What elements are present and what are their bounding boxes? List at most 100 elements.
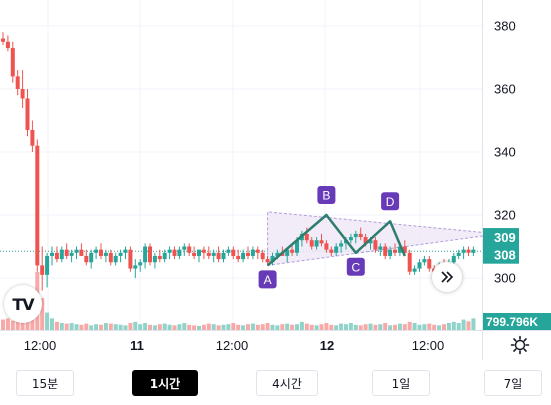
- candle-body: [35, 145, 40, 266]
- x-tick-label: 11: [130, 338, 144, 353]
- candle-body: [172, 249, 177, 256]
- volume-bar: [309, 324, 314, 330]
- volume-bar: [412, 323, 417, 330]
- volume-bar: [446, 323, 451, 330]
- candle-body: [69, 252, 74, 256]
- candle-body: [290, 249, 295, 253]
- volume-bar: [20, 318, 25, 330]
- price-badge-1: 308: [494, 248, 516, 263]
- timeframe-1h-button[interactable]: 1시간: [132, 370, 198, 396]
- candle-body: [353, 233, 358, 238]
- pattern-label-b: B: [322, 189, 330, 203]
- candle-body: [226, 249, 231, 253]
- volume-bar: [1, 319, 5, 330]
- chart-settings-button[interactable]: [506, 331, 534, 359]
- candle-body: [20, 89, 25, 99]
- volume-bar: [162, 323, 167, 330]
- candle-body: [407, 252, 412, 272]
- price-chart[interactable]: A B C D 380 360 340 320 300 309 308 799.796K 12:00 11…: [0, 0, 551, 360]
- volume-bar: [15, 317, 20, 330]
- candle-body: [79, 249, 84, 256]
- volume-bar: [280, 324, 285, 330]
- candle-body: [348, 237, 353, 241]
- candle-body: [201, 249, 206, 253]
- logo-text: TV: [12, 294, 34, 314]
- price-badge-0: 309: [494, 230, 516, 245]
- volume-bar: [388, 325, 393, 330]
- volume-bar: [177, 324, 182, 330]
- abcd-pattern-line[interactable]: [266, 213, 406, 267]
- volume-bar: [265, 323, 270, 330]
- volume-bar: [246, 324, 250, 330]
- candle-body: [397, 246, 402, 253]
- x-tick-label: 12:00: [216, 338, 249, 353]
- pattern-label-b-box: [317, 186, 336, 204]
- candle-body: [123, 249, 128, 253]
- candle-body: [103, 252, 108, 256]
- triangle-drawing[interactable]: [267, 211, 498, 266]
- candle-body: [339, 243, 344, 247]
- candle-body: [187, 246, 192, 253]
- candle-body: [143, 246, 148, 263]
- volume-bar: [432, 324, 437, 330]
- timeframe-bar: 15분 1시간 4시간 1일 7일: [0, 360, 551, 405]
- candle-body: [10, 48, 15, 77]
- volume-bar: [54, 321, 59, 330]
- candle-body: [216, 252, 221, 260]
- volume-bar: [133, 321, 138, 330]
- candle-body: [319, 240, 324, 244]
- volume-bar: [50, 318, 54, 330]
- candle-body: [157, 255, 162, 260]
- candle-body: [54, 252, 59, 260]
- volume-bar: [187, 324, 192, 330]
- timeframe-1d-button[interactable]: 1일: [372, 370, 430, 396]
- volume-bar: [290, 324, 295, 330]
- candle-body: [402, 246, 407, 253]
- candle-body: [358, 233, 363, 238]
- volume-bar: [353, 324, 358, 330]
- candle-body: [89, 252, 94, 263]
- volume-bar: [201, 324, 206, 330]
- pattern-label-a-box: [258, 270, 277, 289]
- candle-body: [25, 98, 30, 130]
- volume-bar: [216, 325, 221, 330]
- volume-bar: [260, 324, 265, 330]
- double-chevron-right-icon: [441, 271, 454, 283]
- volume-bar: [45, 312, 50, 330]
- candle-body: [270, 255, 275, 263]
- volume-bar: [79, 324, 84, 330]
- volume-bar: [206, 323, 211, 330]
- volume-bar: [25, 315, 30, 330]
- timeframe-15m-button[interactable]: 15분: [16, 370, 74, 396]
- volume-bar: [451, 321, 456, 330]
- candle-body: [285, 249, 290, 256]
- candle-body: [275, 252, 280, 256]
- pattern-label-c-box: [346, 257, 365, 276]
- candle-body: [329, 249, 334, 253]
- candle-body: [148, 246, 152, 263]
- volume-bar: [442, 324, 446, 330]
- candle-body: [236, 255, 241, 260]
- candle-body: [427, 259, 432, 269]
- volume-bar: [113, 324, 118, 330]
- scroll-to-realtime-button[interactable]: [432, 262, 462, 292]
- candle-body: [265, 259, 270, 263]
- candle-body: [1, 38, 5, 42]
- volume-bar: [285, 323, 290, 330]
- price-badge-box: [483, 245, 519, 264]
- timeframe-7d-button[interactable]: 7일: [484, 370, 542, 396]
- price-badge-box: [483, 228, 519, 247]
- volume-bar: [10, 320, 15, 330]
- volume-bar: [99, 324, 103, 330]
- volume-bar: [108, 323, 113, 330]
- candle-body: [451, 255, 456, 263]
- timeframe-4h-button[interactable]: 4시간: [256, 370, 318, 396]
- x-tick-label: 12:00: [412, 338, 445, 353]
- volume-bar: [314, 325, 319, 330]
- candle-body: [471, 249, 476, 253]
- y-tick-label: 320: [494, 208, 516, 223]
- volume-bar: [123, 325, 128, 330]
- candle-body: [466, 249, 471, 253]
- tradingview-logo[interactable]: TV: [4, 285, 42, 323]
- candle-body: [5, 41, 10, 49]
